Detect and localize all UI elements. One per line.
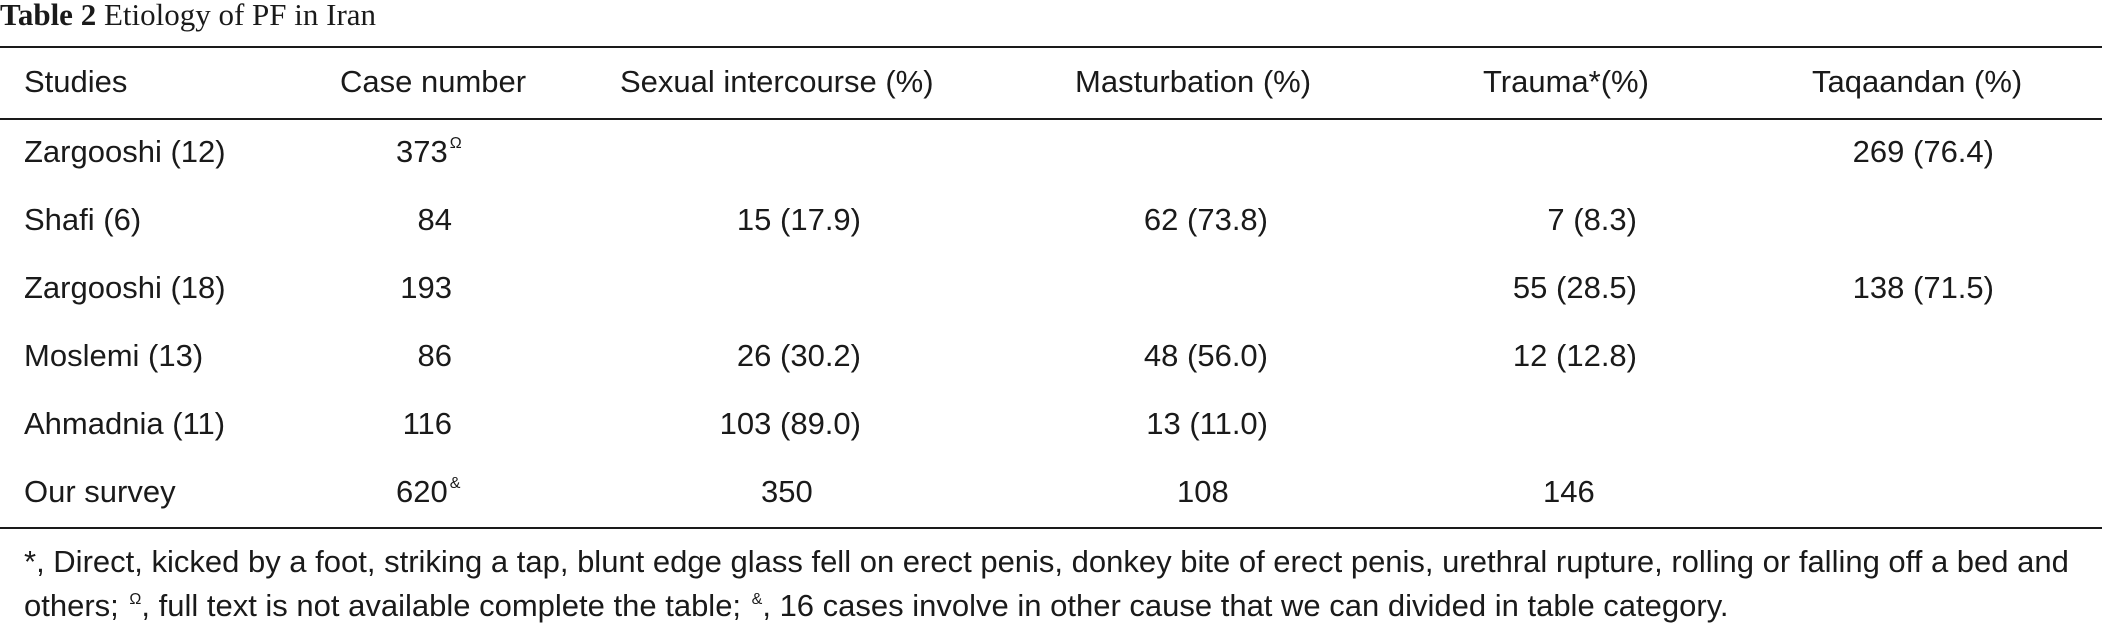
footnote-ampersand-text: , 16 cases involve in other cause that w…	[762, 588, 1729, 623]
header-trauma: Trauma*(%)	[1483, 64, 1649, 99]
footnote-trauma: *, Direct, kicked by a foot, striking a …	[24, 544, 2069, 623]
cell-case-number: 86	[417, 338, 452, 373]
cell-study: Zargooshi (18)	[24, 270, 226, 305]
header-studies: Studies	[24, 64, 128, 99]
cell-sexual: 26 (30.2)	[736, 338, 861, 373]
table-row: Ahmadnia (11) 116 103 (89.0) 13 (11.0)	[0, 390, 2102, 458]
footnote-omega-text: , full text is not available complete th…	[141, 588, 742, 623]
cell-masturbation: 62 (73.8)	[1143, 202, 1268, 237]
cell-sexual: 350	[761, 474, 813, 509]
cell-case-number: 84	[417, 202, 452, 237]
cell-study: Moslemi (13)	[24, 338, 204, 373]
cell-masturbation: 48 (56.0)	[1143, 338, 1268, 373]
cell-masturbation: 108	[1177, 474, 1229, 509]
case-number-value: 373	[396, 134, 448, 169]
header-sexual-intercourse: Sexual intercourse (%)	[620, 64, 934, 99]
bottom-rule	[0, 527, 2102, 529]
footnote-ampersand-symbol: &	[751, 591, 763, 608]
cell-case-number: 373 Ω	[396, 118, 462, 186]
table-header-row: Studies Case number Sexual intercourse (…	[0, 48, 2102, 116]
cell-trauma: 12 (12.8)	[1512, 338, 1637, 373]
cell-masturbation: 13 (11.0)	[1146, 406, 1268, 441]
table-label: Table 2	[0, 0, 97, 32]
header-masturbation: Masturbation (%)	[1075, 64, 1312, 99]
table-title: Etiology of PF in Iran	[103, 0, 377, 32]
header-taqaandan: Taqaandan (%)	[1812, 64, 2023, 99]
omega-superscript: Ω	[449, 135, 462, 152]
cell-study: Zargooshi (12)	[24, 134, 226, 169]
table-row: Moslemi (13) 86 26 (30.2) 48 (56.0) 12 (…	[0, 322, 2102, 390]
table-row: Shafi (6) 84 15 (17.9) 62 (73.8) 7 (8.3)	[0, 186, 2102, 254]
cell-case-number: 620 &	[396, 458, 460, 526]
footnote-omega-symbol: Ω	[129, 591, 142, 608]
table-caption: Table 2 Etiology of PF in Iran	[0, 0, 376, 38]
cell-taqaandan: 269 (76.4)	[1852, 134, 1994, 169]
cell-trauma: 55 (28.5)	[1512, 270, 1637, 305]
table-row: Zargooshi (18) 193 55 (28.5) 138 (71.5)	[0, 254, 2102, 322]
cell-study: Our survey	[24, 474, 176, 509]
header-case-number: Case number	[340, 64, 527, 99]
table-footnote: *, Direct, kicked by a foot, striking a …	[24, 540, 2084, 628]
cell-sexual: 103 (89.0)	[719, 406, 861, 441]
table-row: Our survey 620 & 350 108 146	[0, 458, 2102, 526]
cell-study: Ahmadnia (11)	[24, 406, 226, 441]
top-rule	[0, 46, 2102, 48]
table-row: Zargooshi (12) 373 Ω 269 (76.4)	[0, 118, 2102, 186]
case-number-value: 620	[396, 474, 448, 509]
ampersand-superscript: &	[449, 475, 461, 492]
cell-sexual: 15 (17.9)	[736, 202, 861, 237]
cell-trauma: 7 (8.3)	[1547, 202, 1637, 237]
cell-study: Shafi (6)	[24, 202, 142, 237]
cell-trauma: 146	[1543, 474, 1595, 509]
cell-taqaandan: 138 (71.5)	[1852, 270, 1994, 305]
cell-case-number: 116	[402, 406, 452, 441]
cell-case-number: 193	[400, 270, 452, 305]
header-rule	[0, 118, 2102, 120]
